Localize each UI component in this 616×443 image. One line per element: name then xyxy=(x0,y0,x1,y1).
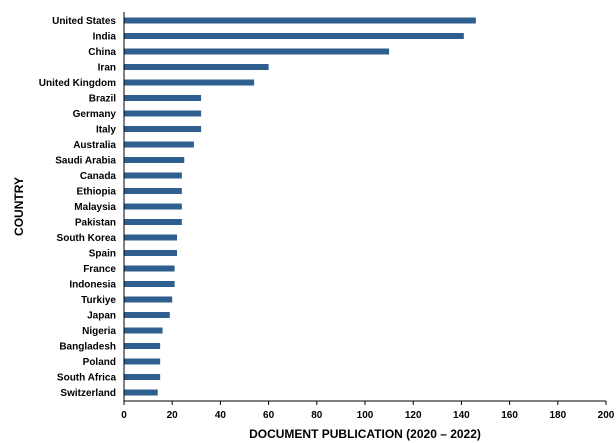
x-tick-label-60: 60 xyxy=(263,410,275,421)
bar-indonesia xyxy=(124,281,175,287)
x-tick-label-80: 80 xyxy=(311,410,323,421)
category-label-germany: Germany xyxy=(73,109,117,120)
category-label-switzerland: Switzerland xyxy=(60,388,116,399)
bar-saudi-arabia xyxy=(124,157,185,163)
category-label-ethiopia: Ethiopia xyxy=(77,187,117,198)
category-label-australia: Australia xyxy=(73,140,116,151)
x-tick-label-120: 120 xyxy=(405,410,422,421)
x-tick-label-100: 100 xyxy=(357,410,374,421)
category-label-turkiye: Turkiye xyxy=(81,295,116,306)
bar-malaysia xyxy=(124,203,182,210)
category-label-pakistan: Pakistan xyxy=(75,218,116,229)
category-label-saudi-arabia: Saudi Arabia xyxy=(55,156,116,167)
bar-united-states xyxy=(124,17,476,24)
bar-india xyxy=(124,33,464,39)
category-label-iran: Iran xyxy=(98,63,116,74)
category-label-india: India xyxy=(93,32,117,43)
bar-australia xyxy=(124,141,194,148)
bar-pakistan xyxy=(124,219,182,225)
bar-france xyxy=(124,265,175,272)
x-tick-label-180: 180 xyxy=(549,410,566,421)
bar-ethiopia xyxy=(124,188,182,194)
x-axis-ticks: 0 20 40 60 80 100 120 140 160 180 200 xyxy=(121,401,615,421)
category-label-brazil: Brazil xyxy=(89,94,116,105)
category-label-china: China xyxy=(88,47,116,58)
bar-bangladesh xyxy=(124,343,161,349)
category-label-bangladesh: Bangladesh xyxy=(59,342,116,353)
x-tick-label-40: 40 xyxy=(215,410,227,421)
category-label-italy: Italy xyxy=(96,125,116,136)
category-label-france: France xyxy=(83,264,116,275)
bar-iran xyxy=(124,64,269,70)
category-label-south-africa: South Africa xyxy=(57,373,117,384)
x-tick-label-140: 140 xyxy=(453,410,470,421)
x-tick-label-160: 160 xyxy=(501,410,518,421)
bar-spain xyxy=(124,250,178,256)
bar-south-korea xyxy=(124,234,178,241)
bar-poland xyxy=(124,358,161,365)
category-labels: United States India China Iran United Kingdo… xyxy=(39,16,117,399)
bars-group xyxy=(124,17,476,396)
bar-switzerland xyxy=(124,389,158,396)
category-label-united-kingdom: United Kingdom xyxy=(39,78,116,89)
bar-united-kingdom xyxy=(124,79,255,86)
category-label-indonesia: Indonesia xyxy=(69,280,116,291)
bar-south-africa xyxy=(124,374,161,380)
category-label-japan: Japan xyxy=(87,311,116,322)
category-label-canada: Canada xyxy=(80,171,117,182)
category-label-poland: Poland xyxy=(83,357,116,368)
x-tick-label-20: 20 xyxy=(167,410,179,421)
x-tick-label-200: 200 xyxy=(598,410,615,421)
bar-germany xyxy=(124,110,202,117)
category-label-south-korea: South Korea xyxy=(57,233,117,244)
bar-brazil xyxy=(124,95,202,101)
category-label-malaysia: Malaysia xyxy=(74,202,116,213)
bar-china xyxy=(124,48,390,55)
bar-japan xyxy=(124,312,170,318)
bar-turkiye xyxy=(124,296,173,303)
category-label-nigeria: Nigeria xyxy=(82,326,116,337)
bar-nigeria xyxy=(124,327,163,334)
bar-canada xyxy=(124,172,182,179)
category-label-united-states: United States xyxy=(52,16,116,27)
y-axis-title: COUNTRY xyxy=(12,177,26,236)
x-axis-title: DOCUMENT PUBLICATION (2020 – 2022) xyxy=(249,427,481,441)
bar-italy xyxy=(124,126,202,132)
category-label-spain: Spain xyxy=(89,249,116,260)
x-tick-label-0: 0 xyxy=(121,410,127,421)
